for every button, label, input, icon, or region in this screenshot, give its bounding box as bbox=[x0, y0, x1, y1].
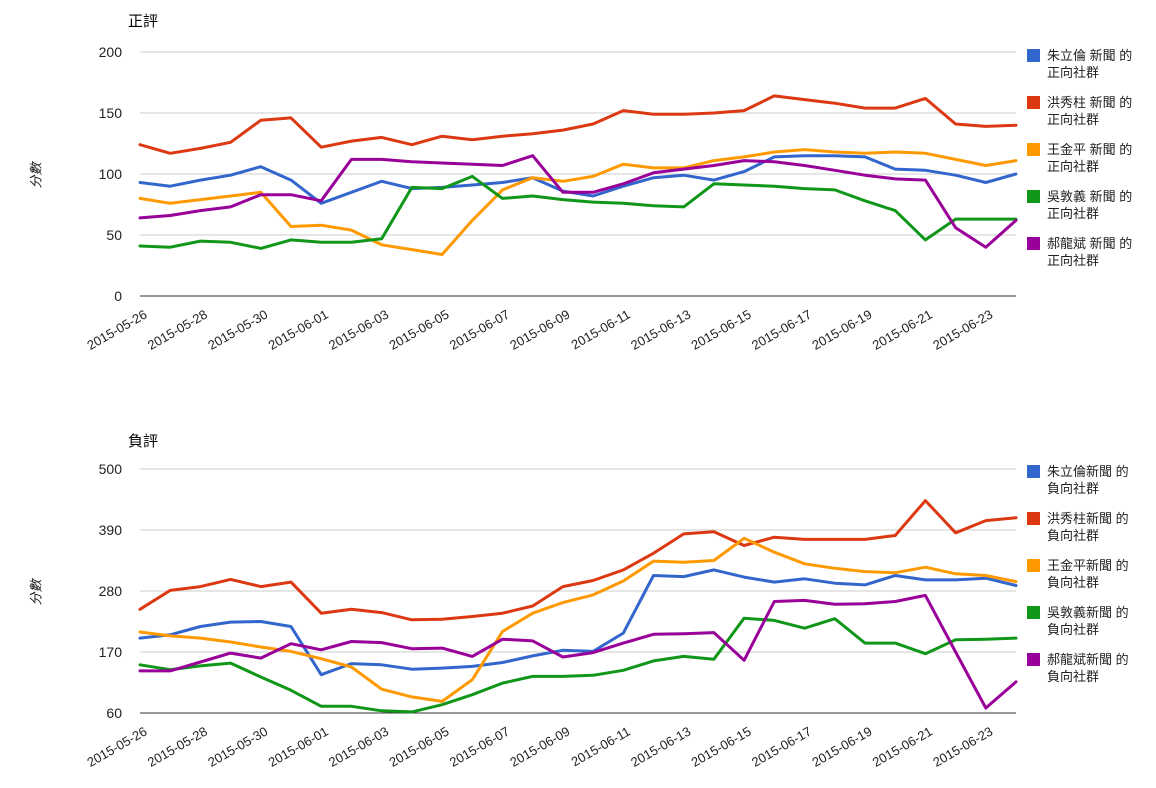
positive-chart-plot: 0 50 100 150 200 2015-05-262015-05-282015-05-… bbox=[84, 44, 1018, 353]
legend-item: 郝龍斌新聞 的負向社群 bbox=[1027, 651, 1156, 685]
legend-item: 洪秀柱 新聞 的正向社群 bbox=[1027, 94, 1156, 128]
x-tick-label: 2015-06-09 bbox=[507, 724, 572, 770]
y-tick-label: 280 bbox=[99, 583, 123, 599]
legend-label: 朱立倫 新聞 的正向社群 bbox=[1047, 48, 1133, 80]
y-tick-label: 0 bbox=[114, 288, 122, 304]
x-tick-label: 2015-06-23 bbox=[930, 307, 995, 353]
legend-swatch-icon bbox=[1027, 512, 1040, 525]
y-tick-label: 150 bbox=[99, 105, 123, 121]
series-line bbox=[138, 593, 1018, 710]
legend-label: 郝龍斌 新聞 的正向社群 bbox=[1047, 236, 1133, 268]
series-line bbox=[138, 568, 1018, 677]
series-line bbox=[138, 174, 1018, 250]
legend-swatch-icon bbox=[1027, 465, 1040, 478]
legend-label: 吳敦義 新聞 的正向社群 bbox=[1047, 189, 1133, 221]
x-tick-label: 2015-05-28 bbox=[145, 307, 210, 353]
legend-label: 王金平新聞 的負向社群 bbox=[1047, 558, 1129, 590]
x-tick-label: 2015-06-17 bbox=[749, 724, 814, 770]
legend-label: 王金平 新聞 的正向社群 bbox=[1047, 142, 1133, 174]
x-tick-label: 2015-06-07 bbox=[447, 724, 512, 770]
legend-item: 王金平 新聞 的正向社群 bbox=[1027, 141, 1156, 175]
x-tick-label: 2015-06-07 bbox=[447, 307, 512, 353]
legend-swatch-icon bbox=[1027, 653, 1040, 666]
positive-chart-legend: 朱立倫 新聞 的正向社群 洪秀柱 新聞 的正向社群 王金平 新聞 的正向社群 吳敦義 … bbox=[1027, 47, 1156, 282]
x-tick-label: 2015-06-01 bbox=[266, 307, 331, 353]
y-tick-label: 60 bbox=[106, 705, 122, 721]
x-tick-label: 2015-06-09 bbox=[507, 307, 572, 353]
x-tick-label: 2015-06-13 bbox=[628, 724, 693, 770]
x-tick-label: 2015-06-19 bbox=[809, 307, 874, 353]
x-tick-label: 2015-06-15 bbox=[689, 307, 754, 353]
x-tick-label: 2015-06-11 bbox=[569, 307, 633, 353]
series-line bbox=[138, 536, 1018, 703]
x-tick-label: 2015-06-03 bbox=[326, 724, 391, 770]
x-tick-label: 2015-05-26 bbox=[84, 307, 149, 353]
legend-item: 朱立倫 新聞 的正向社群 bbox=[1027, 47, 1156, 81]
legend-item: 吳敦義新聞 的負向社群 bbox=[1027, 604, 1156, 638]
x-tick-label: 2015-05-28 bbox=[145, 724, 210, 770]
legend-label: 郝龍斌新聞 的負向社群 bbox=[1047, 652, 1129, 684]
legend-item: 吳敦義 新聞 的正向社群 bbox=[1027, 188, 1156, 222]
x-tick-label: 2015-06-15 bbox=[689, 724, 754, 770]
legend-item: 王金平新聞 的負向社群 bbox=[1027, 557, 1156, 591]
legend-swatch-icon bbox=[1027, 96, 1040, 109]
x-tick-label: 2015-06-11 bbox=[569, 724, 633, 770]
y-tick-label: 100 bbox=[99, 166, 123, 182]
x-tick-label: 2015-06-05 bbox=[386, 307, 451, 353]
y-tick-label: 500 bbox=[99, 461, 123, 477]
negative-chart-title: 負評 bbox=[128, 433, 159, 450]
legend-swatch-icon bbox=[1027, 49, 1040, 62]
legend-label: 吳敦義新聞 的負向社群 bbox=[1047, 605, 1129, 637]
x-tick-label: 2015-05-30 bbox=[205, 307, 270, 353]
x-tick-label: 2015-05-26 bbox=[84, 724, 149, 770]
legend-swatch-icon bbox=[1027, 559, 1040, 572]
negative-chart-legend: 朱立倫新聞 的負向社群 洪秀柱新聞 的負向社群 王金平新聞 的負向社群 吳敦義新聞 的… bbox=[1027, 463, 1156, 698]
y-tick-label: 50 bbox=[106, 227, 122, 243]
y-tick-label: 200 bbox=[99, 44, 123, 60]
x-tick-label: 2015-06-03 bbox=[326, 307, 391, 353]
x-tick-label: 2015-06-01 bbox=[266, 724, 331, 770]
legend-swatch-icon bbox=[1027, 143, 1040, 156]
x-tick-label: 2015-06-13 bbox=[628, 307, 693, 353]
legend-item: 郝龍斌 新聞 的正向社群 bbox=[1027, 235, 1156, 269]
legend-label: 洪秀柱 新聞 的正向社群 bbox=[1047, 95, 1133, 127]
legend-swatch-icon bbox=[1027, 190, 1040, 203]
positive-chart-title: 正評 bbox=[128, 13, 159, 30]
series-line bbox=[138, 154, 1018, 249]
series-line bbox=[138, 499, 1018, 622]
x-tick-label: 2015-06-05 bbox=[386, 724, 451, 770]
x-tick-label: 2015-06-21 bbox=[870, 724, 935, 770]
series-line bbox=[138, 616, 1018, 714]
legend-item: 洪秀柱新聞 的負向社群 bbox=[1027, 510, 1156, 544]
legend-swatch-icon bbox=[1027, 606, 1040, 619]
series-line bbox=[138, 148, 1018, 256]
legend-swatch-icon bbox=[1027, 237, 1040, 250]
x-tick-label: 2015-06-19 bbox=[809, 724, 874, 770]
x-tick-label: 2015-06-23 bbox=[930, 724, 995, 770]
x-tick-label: 2015-06-17 bbox=[749, 307, 814, 353]
legend-item: 朱立倫新聞 的負向社群 bbox=[1027, 463, 1156, 497]
legend-label: 朱立倫新聞 的負向社群 bbox=[1047, 464, 1129, 496]
legend-label: 洪秀柱新聞 的負向社群 bbox=[1047, 511, 1129, 543]
x-tick-label: 2015-06-21 bbox=[870, 307, 935, 353]
negative-chart-plot: 601702803905002015-05-262015-05-282015-0… bbox=[84, 461, 1018, 770]
y-tick-label: 170 bbox=[99, 644, 123, 660]
x-tick-label: 2015-05-30 bbox=[205, 724, 270, 770]
series-line bbox=[138, 94, 1018, 155]
y-tick-label: 390 bbox=[99, 522, 123, 538]
